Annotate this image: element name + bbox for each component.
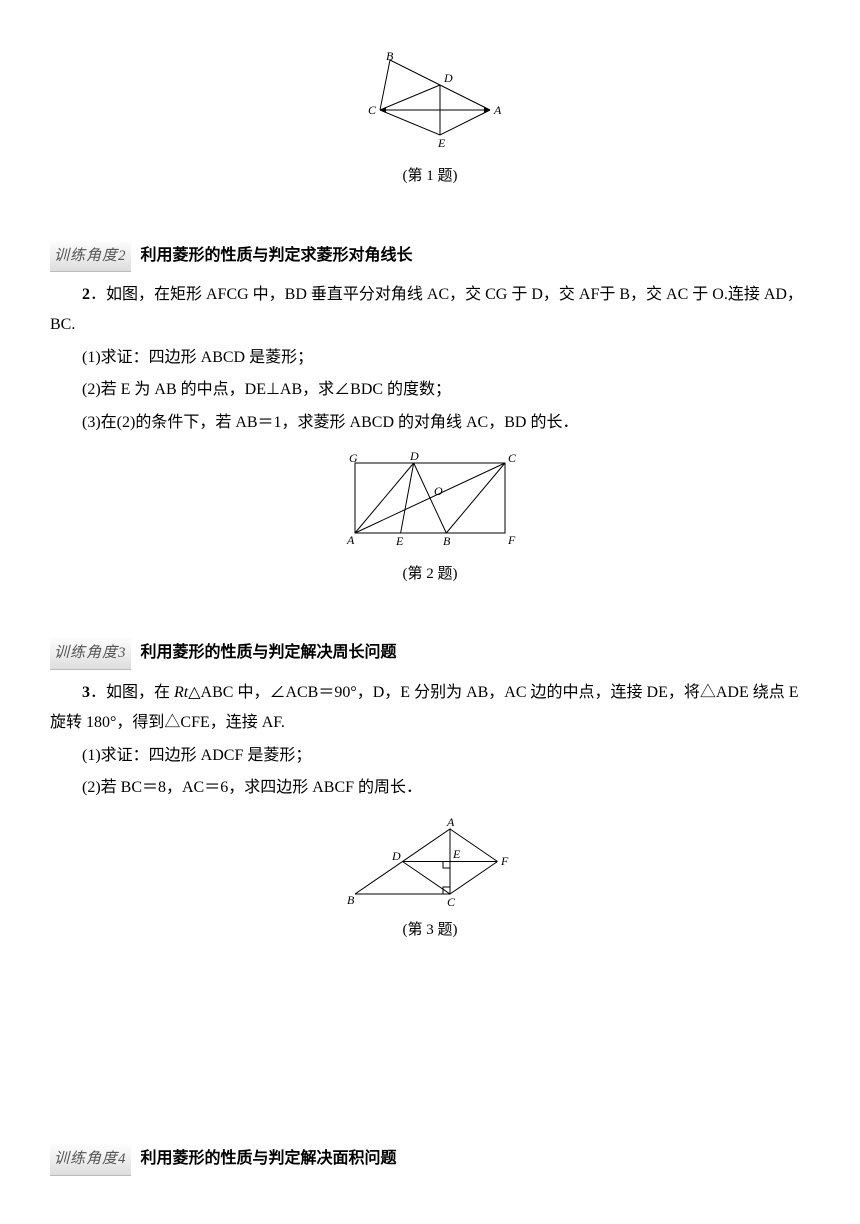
- fig2-label-d: D: [409, 449, 419, 463]
- problem3-intro: 3．如图，在 Rt△ABC 中，∠ACB＝90°，D，E 分别为 AB，AC 边…: [50, 678, 810, 739]
- problem2-intro: 2．如图，在矩形 AFCG 中，BD 垂直平分对角线 AC，交 CG 于 D，交…: [50, 280, 810, 341]
- fig2-label-g: G: [349, 451, 358, 465]
- fig2-label-a: A: [346, 533, 355, 547]
- section3-header: 训练角度3 利用菱形的性质与判定解决周长问题: [50, 638, 810, 670]
- problem2-q1: (1)求证：四边形 ABCD 是菱形；: [50, 343, 810, 373]
- fig2-label-f: F: [507, 533, 516, 547]
- section4-header: 训练角度4 利用菱形的性质与判定解决面积问题: [50, 1144, 810, 1176]
- fig3-label-a: A: [446, 815, 455, 829]
- section2-title: 利用菱形的性质与判定求菱形对角线长: [141, 247, 413, 264]
- section2-header: 训练角度2 利用菱形的性质与判定求菱形对角线长: [50, 241, 810, 273]
- fig3-label-b: B: [347, 893, 355, 907]
- problem3-q1: (1)求证：四边形 ADCF 是菱形；: [50, 741, 810, 771]
- problem2-q2: (2)若 E 为 AB 的中点，DE⊥AB，求∠BDC 的度数；: [50, 375, 810, 405]
- figure-3: A D E F B C (第 3 题): [50, 814, 810, 945]
- fig1-label-e: E: [437, 136, 446, 150]
- fig3-label-c: C: [447, 895, 456, 909]
- fig2-label-o: O: [434, 484, 443, 498]
- fig1-label-a: A: [493, 103, 502, 117]
- fig1-label-d: D: [443, 71, 453, 85]
- problem3-q2: (2)若 BC＝8，AC＝6，求四边形 ABCF 的周长．: [50, 773, 810, 803]
- figure-1: B D C A E (第 1 题): [50, 50, 810, 191]
- problem2-intro-text: ．如图，在矩形 AFCG 中，BD 垂直平分对角线 AC，交 CG 于 D，交 …: [50, 286, 803, 333]
- problem2-q3: (3)在(2)的条件下，若 AB＝1，求菱形 ABCD 的对角线 AC，BD 的…: [50, 408, 810, 438]
- fig2-svg: G D C O A E B F: [335, 448, 525, 558]
- fig2-caption: (第 2 题): [50, 560, 810, 589]
- figure-2: G D C O A E B F (第 2 题): [50, 448, 810, 589]
- badge-3: 训练角度3: [50, 638, 131, 670]
- problem2-num: 2: [82, 286, 90, 303]
- fig3-label-e: E: [452, 847, 461, 861]
- fig1-label-c: C: [368, 103, 377, 117]
- fig2-label-e: E: [395, 534, 404, 548]
- fig3-svg: A D E F B C: [340, 814, 520, 914]
- fig3-caption: (第 3 题): [50, 916, 810, 945]
- fig1-caption: (第 1 题): [50, 162, 810, 191]
- fig2-label-b: B: [443, 534, 451, 548]
- fig1-svg: B D C A E: [350, 50, 510, 160]
- fig1-label-b: B: [386, 50, 394, 63]
- gap: [50, 974, 810, 1094]
- badge-4: 训练角度4: [50, 1144, 131, 1176]
- fig2-label-c: C: [508, 451, 517, 465]
- section3-title: 利用菱形的性质与判定解决周长问题: [141, 644, 397, 661]
- section4-title: 利用菱形的性质与判定解决面积问题: [141, 1150, 397, 1167]
- badge-2: 训练角度2: [50, 241, 131, 273]
- fig3-label-d: D: [391, 849, 401, 863]
- fig3-label-f: F: [500, 854, 509, 868]
